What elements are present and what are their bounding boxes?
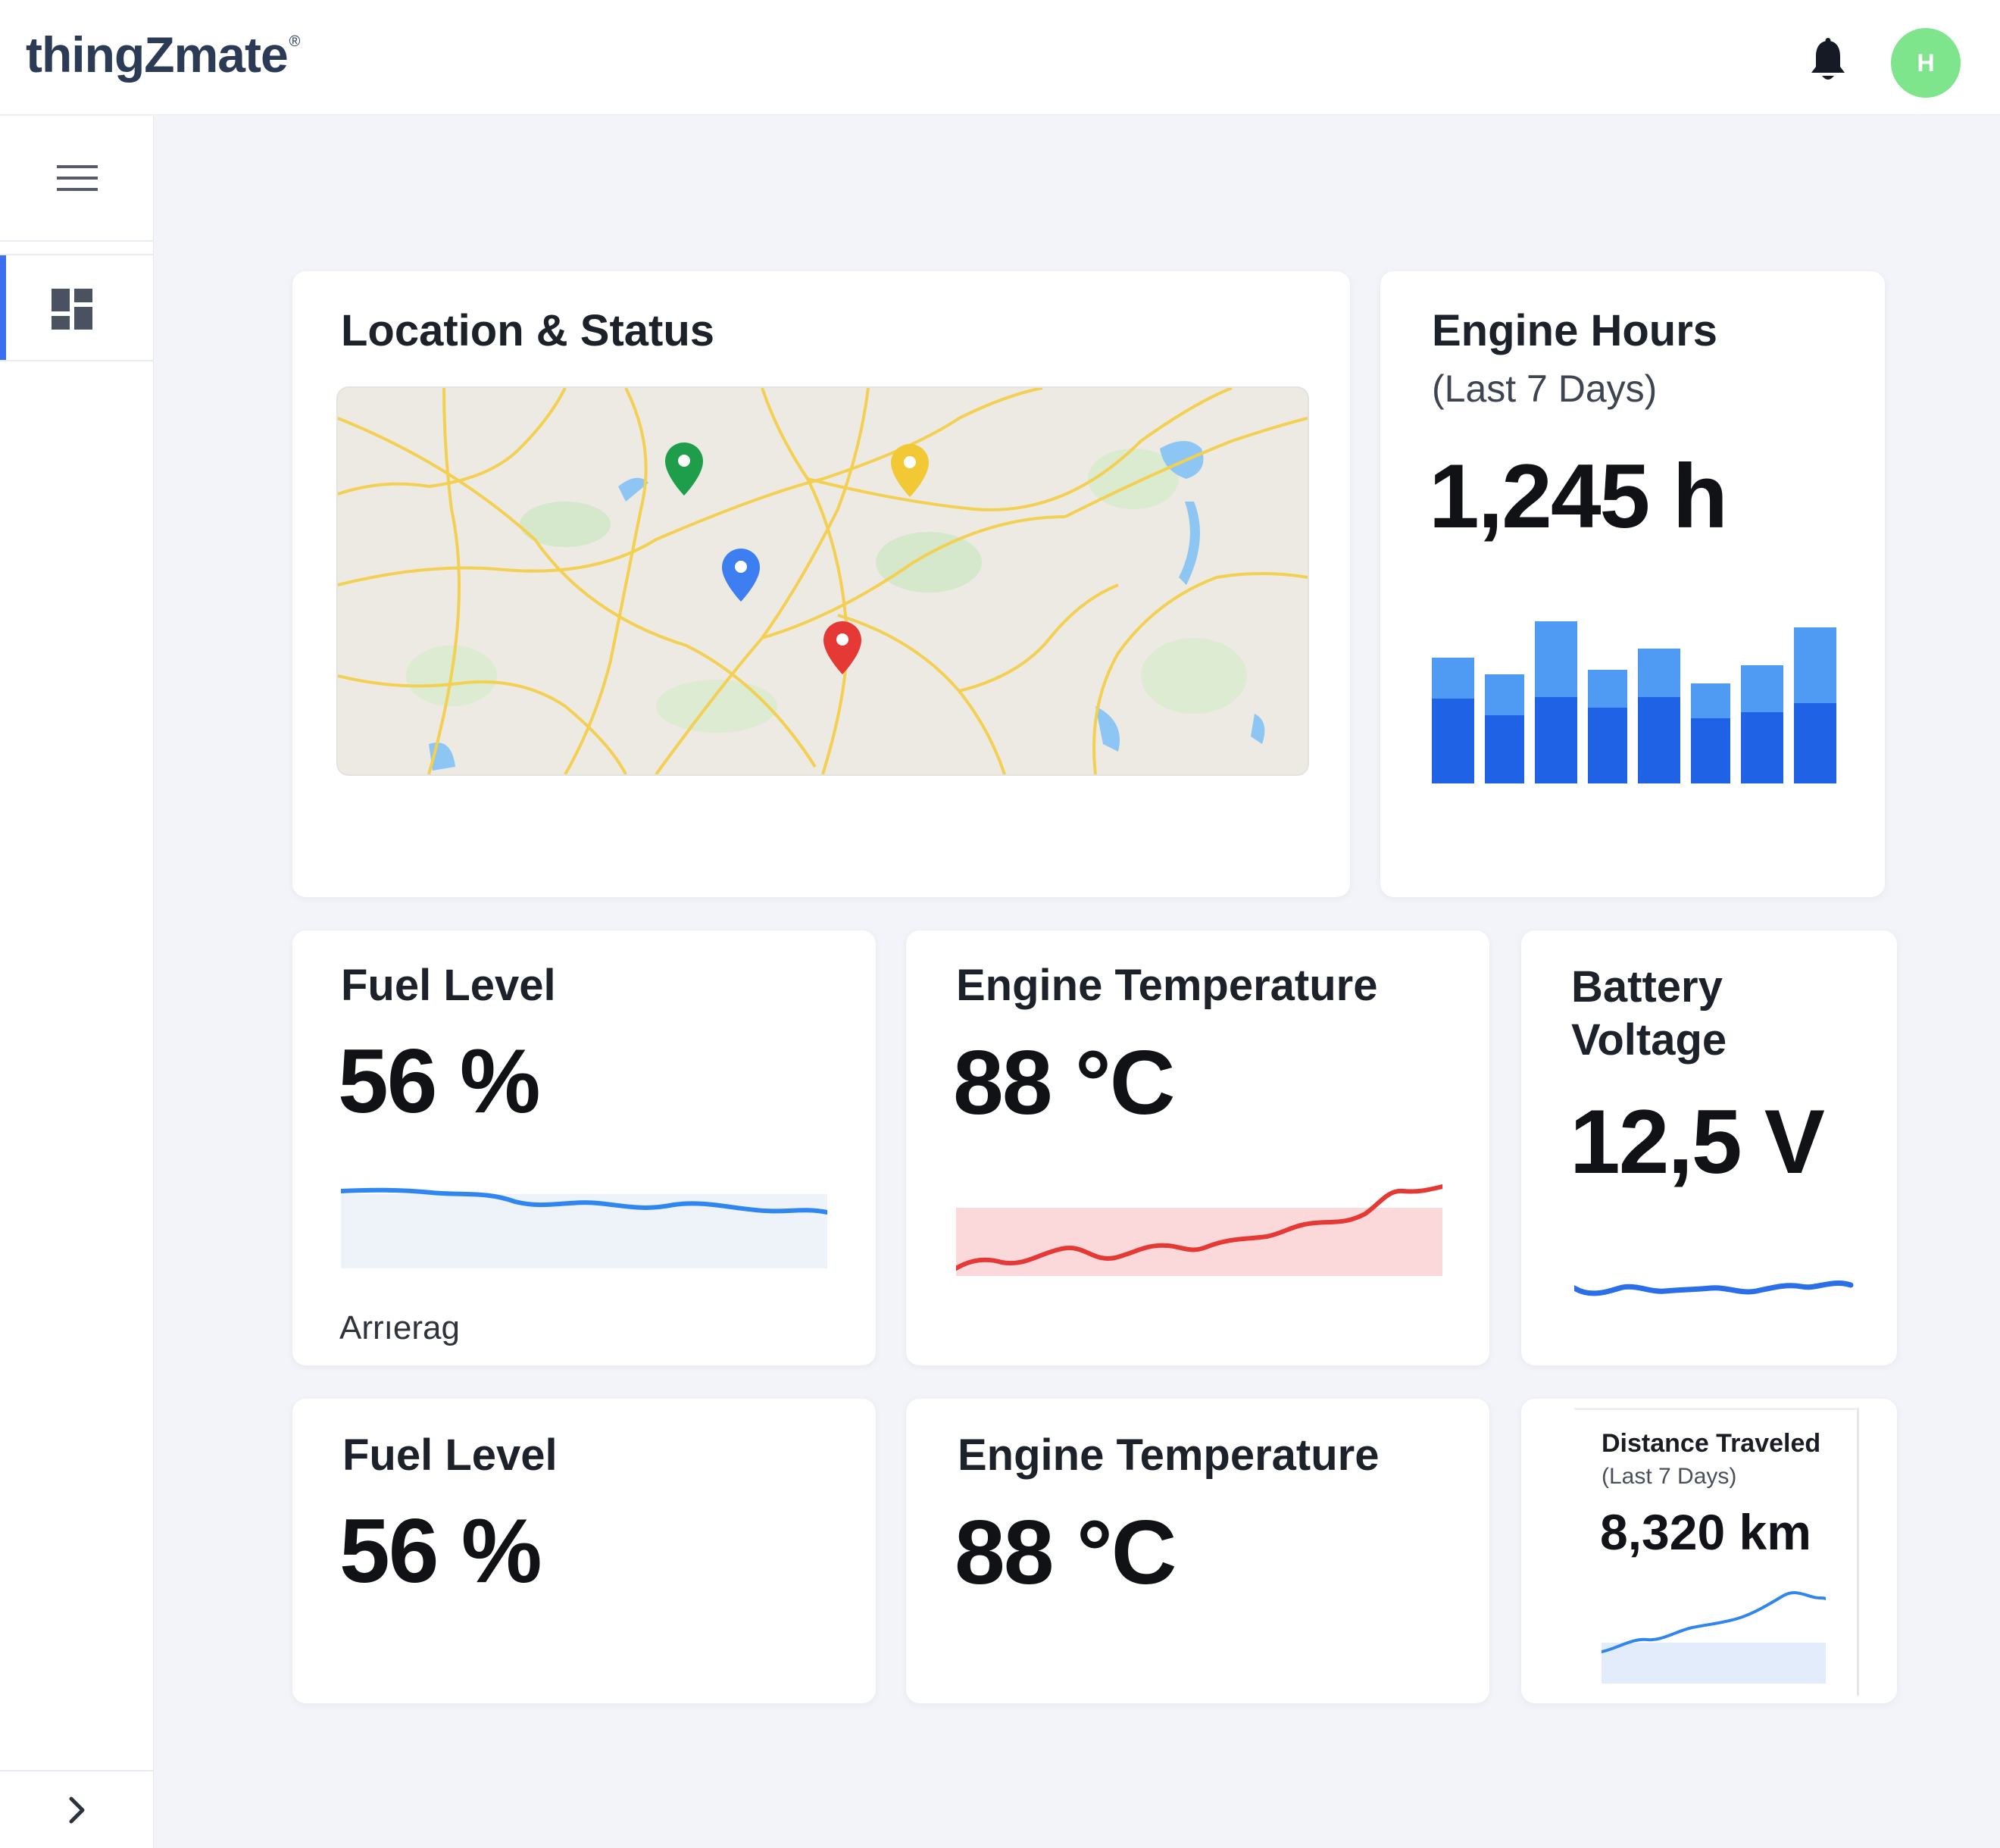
bar-day-1 [1432,658,1474,783]
menu-toggle-button[interactable] [0,116,154,242]
bar-day-7 [1741,665,1783,783]
engine-temperature-card: Engine Temperature 88 °C [906,930,1489,1365]
distance-subtitle: (Last 7 Days) [1602,1464,1737,1489]
bell-icon[interactable] [1809,38,1847,83]
fuel-level-sparkline [341,1187,827,1268]
fuel-level-value: 56 % [338,1030,541,1132]
map-pin-icon[interactable] [823,621,861,674]
fuel-level-title-2: Fuel Level [342,1431,558,1480]
battery-voltage-title: Battery Voltage [1571,962,1727,1065]
map-pin-icon[interactable] [722,549,760,602]
map-pin-icon[interactable] [891,444,929,497]
engine-hours-title: Engine Hours [1432,306,1718,355]
hamburger-icon [56,165,98,191]
engine-hours-subtitle: (Last 7 Days) [1432,367,1658,410]
logo-registered-mark: ® [289,33,301,50]
battery-voltage-value: 12,5 V [1570,1091,1825,1193]
bar-day-6 [1691,683,1730,783]
fuel-level-title: Fuel Level [341,961,556,1010]
engine-temperature-value-2: 88 °C [955,1502,1177,1603]
fuel-level-footer-label: Arrıerag [339,1309,460,1346]
chevron-right-icon [69,1796,84,1823]
engine-hours-card: Engine Hours (Last 7 Days) 1,245 h [1380,271,1885,897]
bar-day-8 [1794,627,1836,783]
distance-traveled-card: Distance Traveled (Last 7 Days) 8,320 km [1521,1399,1897,1703]
engine-temperature-title-2: Engine Temperature [958,1431,1380,1480]
engine-temperature-title: Engine Temperature [956,961,1378,1010]
distance-sparkline [1602,1591,1826,1684]
dashboard-icon [52,289,92,330]
engine-temperature-sparkline [956,1184,1442,1276]
battery-voltage-card: Battery Voltage 12,5 V [1521,930,1897,1365]
logo-text: thingZmate [26,27,289,83]
engine-temperature-card-2: Engine Temperature 88 °C [906,1399,1489,1703]
avatar-initial: H [1917,48,1935,77]
sidebar [0,116,154,1848]
bar-day-5 [1638,649,1680,783]
sidebar-item-dashboard[interactable] [0,254,154,361]
distance-value: 8,320 km [1600,1504,1811,1560]
location-status-title: Location & Status [341,306,715,355]
app-logo[interactable]: thingZmate ® [26,26,301,83]
map-canvas[interactable] [338,388,1308,774]
distance-inner-panel [1574,1408,1859,1696]
fuel-level-value-2: 56 % [339,1500,542,1602]
engine-temperature-value: 88 °C [953,1032,1175,1134]
map-pin-icon[interactable] [665,442,703,496]
active-indicator [0,255,6,360]
fuel-level-card-2: Fuel Level 56 % [292,1399,876,1703]
engine-hours-value: 1,245 h [1429,446,1728,547]
sidebar-expand-button[interactable] [0,1770,154,1848]
top-bar: thingZmate ® H [0,0,2000,115]
bar-day-3 [1535,621,1577,783]
distance-title: Distance Traveled [1602,1429,1821,1458]
user-avatar[interactable]: H [1891,28,1961,98]
engine-hours-bar-chart [1432,621,1836,783]
fuel-level-card: Fuel Level 56 % Arrıerag [292,930,876,1365]
battery-voltage-sparkline [1574,1280,1854,1296]
bar-day-4 [1588,670,1627,783]
bar-day-2 [1485,674,1524,783]
location-map[interactable] [338,388,1308,774]
